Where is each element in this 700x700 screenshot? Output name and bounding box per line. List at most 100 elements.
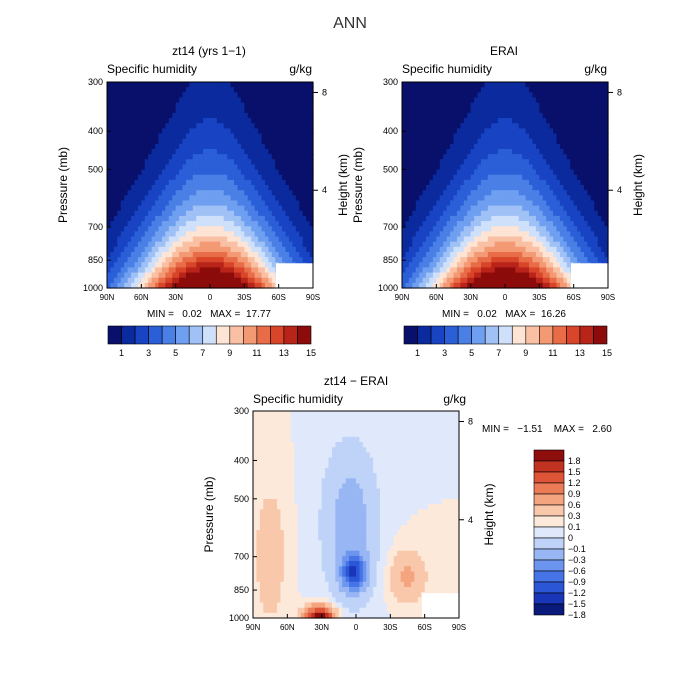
field-cell [165, 251, 170, 258]
field-cell [282, 251, 287, 258]
field-cell [501, 221, 506, 227]
field-cell [604, 143, 609, 150]
field-cell [161, 128, 166, 135]
field-cell [597, 215, 602, 222]
field-cell [278, 107, 283, 114]
field-cell [515, 118, 520, 124]
field-cell [282, 112, 287, 119]
field-cell [553, 112, 558, 119]
field-cell [494, 154, 499, 160]
field-cell [432, 97, 437, 104]
field-cell [213, 277, 218, 284]
field-cell [474, 210, 479, 217]
field-cell [237, 107, 242, 114]
field-cell [137, 210, 142, 217]
field-cell [189, 190, 194, 196]
field-cell [182, 282, 187, 289]
field-cell [247, 246, 252, 253]
field-cell [237, 236, 242, 243]
field-cell [429, 241, 434, 248]
field-cell [498, 221, 503, 227]
field-cell [402, 277, 407, 284]
field-cell [494, 87, 499, 93]
field-cell [120, 179, 125, 186]
field-cell [192, 174, 197, 181]
field-cell [446, 169, 451, 176]
field-cell [185, 277, 190, 284]
colorbar-swatch [403, 325, 418, 345]
field-cell [460, 92, 465, 99]
field-cell [456, 226, 461, 232]
field-cell [532, 164, 537, 171]
field-cell [597, 210, 602, 217]
field-cell [542, 246, 547, 253]
field-cell [443, 179, 448, 186]
field-cell [432, 112, 437, 119]
field-cell [134, 112, 139, 119]
field-cell [230, 267, 235, 274]
field-cell [477, 143, 482, 150]
field-cell [117, 87, 122, 93]
field-cell [477, 128, 482, 135]
field-cell [117, 133, 122, 140]
field-cell [251, 112, 256, 119]
field-cell [542, 154, 547, 160]
field-cell [408, 231, 413, 238]
field-cell [563, 102, 568, 109]
field-cell [182, 195, 187, 202]
field-cell [477, 123, 482, 129]
field-cell [529, 200, 534, 207]
field-cell [264, 231, 269, 238]
field-cell [604, 251, 609, 258]
field-cell [158, 236, 163, 243]
field-cell [590, 112, 595, 119]
field-cell [117, 118, 122, 124]
field-cell [426, 143, 431, 150]
field-cell [460, 236, 465, 243]
field-cell [456, 241, 461, 248]
field-cell [501, 185, 506, 191]
y-tick-label: 700 [383, 222, 398, 232]
field-cell [529, 277, 534, 284]
field-cell [148, 92, 153, 99]
field-cell [432, 174, 437, 181]
field-cell [508, 87, 513, 93]
field-cell [532, 185, 537, 191]
panel-diff-units: g/kg [443, 392, 466, 406]
field-cell [518, 267, 523, 274]
field-cell [412, 267, 417, 274]
field-cell [601, 257, 606, 263]
field-cell [110, 267, 115, 274]
field-cell [432, 195, 437, 202]
field-cell [402, 246, 407, 253]
field-cell [529, 112, 534, 119]
field-cell [199, 102, 204, 109]
field-cell [494, 195, 499, 202]
field-cell [244, 87, 249, 93]
field-cell [408, 221, 413, 227]
colorbar-label: 11 [548, 348, 557, 358]
field-cell [480, 282, 485, 289]
field-cell [172, 257, 177, 263]
field-cell [165, 221, 170, 227]
field-cell [117, 231, 122, 238]
field-cell [148, 148, 153, 155]
field-cell [220, 123, 225, 129]
field-cell [446, 272, 451, 279]
field-cell [522, 164, 527, 171]
field-cell [199, 174, 204, 181]
field-cell [213, 154, 218, 160]
field-cell [168, 205, 173, 212]
field-cell [463, 195, 468, 202]
field-cell [268, 262, 273, 268]
field-cell [601, 118, 606, 124]
field-cell [402, 200, 407, 207]
field-cell [117, 257, 122, 263]
field-cell [230, 246, 235, 253]
field-cell [563, 195, 568, 202]
field-cell [426, 257, 431, 263]
field-cell [285, 246, 290, 253]
field-cell [405, 112, 410, 119]
field-cell [179, 277, 184, 284]
field-cell [477, 133, 482, 140]
